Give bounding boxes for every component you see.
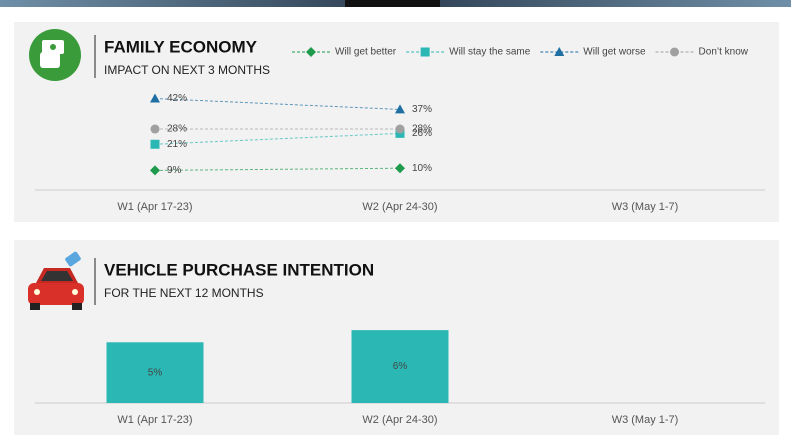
bar (351, 330, 449, 403)
data-label: 6% (393, 361, 408, 372)
marker (395, 104, 405, 114)
data-label: 37% (412, 104, 432, 115)
marker (395, 163, 405, 174)
marker (554, 47, 565, 56)
bar (106, 342, 204, 403)
legend-label: Will stay the same (449, 47, 531, 58)
marker (395, 124, 405, 134)
top-tab (345, 0, 440, 7)
marker (150, 124, 160, 134)
legend-label: Will get worse (583, 47, 646, 58)
marker (306, 47, 316, 57)
marker (150, 93, 160, 103)
data-label: 28% (412, 124, 432, 135)
data-label: 5% (148, 367, 163, 378)
data-label: 42% (167, 93, 187, 104)
series-line (154, 167, 401, 171)
chart-subtitle: IMPACT ON NEXT 3 MONTHS (104, 63, 270, 77)
data-label: 26% (412, 128, 432, 139)
money-icon (29, 29, 81, 81)
panel-1 (14, 22, 779, 222)
x-tick-label: W3 (May 1-7) (612, 201, 679, 213)
x-tick-label: W1 (Apr 17-23) (117, 201, 192, 213)
marker (150, 165, 160, 176)
x-tick-label: W2 (Apr 24-30) (362, 414, 437, 426)
marker (150, 139, 160, 149)
data-label: 28% (167, 124, 187, 135)
x-tick-label: W2 (Apr 24-30) (362, 201, 437, 213)
x-tick-label: W1 (Apr 17-23) (117, 414, 192, 426)
x-tick-label: W3 (May 1-7) (612, 414, 679, 426)
legend-label: Don’t know (699, 47, 749, 58)
chart-title: FAMILY ECONOMY (104, 37, 258, 56)
data-label: 21% (167, 139, 187, 150)
car-icon (28, 251, 84, 310)
legend-label: Will get better (335, 47, 397, 58)
series-line (154, 98, 401, 110)
marker (670, 47, 680, 57)
series-line (154, 132, 401, 145)
data-label: 10% (412, 163, 432, 174)
chart-title: VEHICLE PURCHASE INTENTION (104, 260, 374, 279)
data-label: 9% (167, 165, 182, 176)
marker (420, 47, 430, 57)
chart-subtitle: FOR THE NEXT 12 MONTHS (104, 286, 264, 300)
